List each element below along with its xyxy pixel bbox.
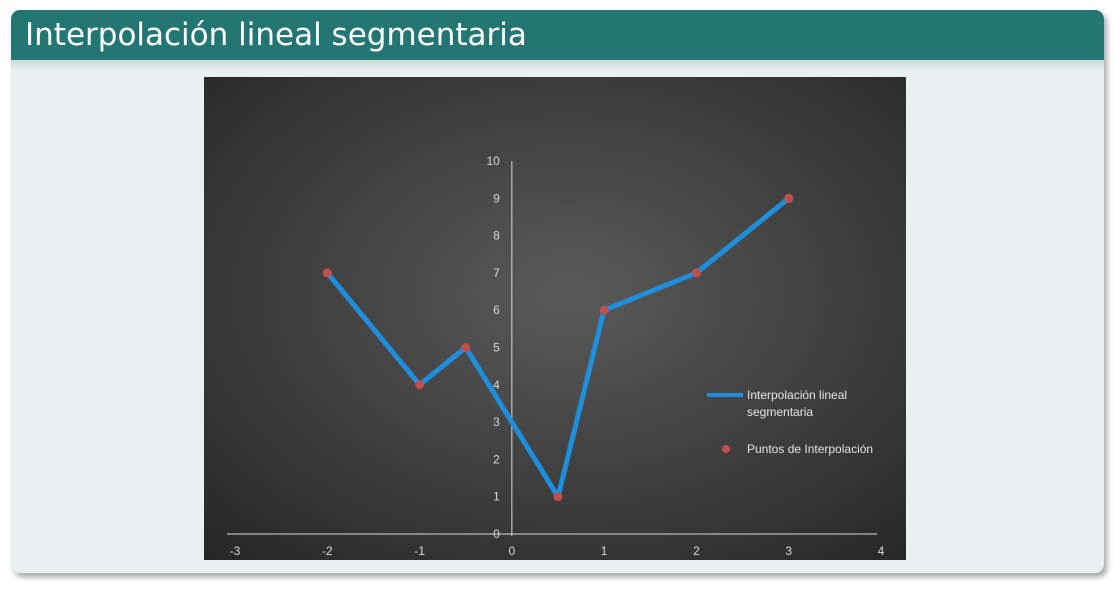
y-tick-label: 1 [493,490,500,504]
data-point [415,380,425,390]
header-shadow [11,60,1104,70]
chart-svg: -3 -2 -1 0 1 2 3 4 0 1 2 3 4 5 6 7 8 9 10 Interpolación li… [204,77,906,560]
data-point [461,343,471,352]
data-point [599,305,609,315]
data-point [691,268,701,278]
x-tick-label: 1 [601,544,608,558]
legend-point-swatch [722,445,730,453]
data-point [553,492,563,502]
y-tick-label: 7 [493,266,500,280]
y-tick-label: 9 [493,191,500,205]
y-tick-label: 10 [486,154,500,168]
chart-background [204,77,906,560]
y-tick-label: 3 [493,415,500,429]
x-tick-label: -3 [230,544,241,558]
chart-container: -3 -2 -1 0 1 2 3 4 0 1 2 3 4 5 6 7 8 9 10 Interpolación li… [204,77,906,560]
y-tick-label: 8 [493,229,500,243]
x-tick-label: 2 [693,544,700,558]
legend-label-line: Interpolación lineal segmentaria [747,388,847,419]
slide-frame: Interpolación lineal segmentaria -3 -2 -1 0… [11,10,1104,573]
slide-header: Interpolación lineal segmentaria [11,10,1104,60]
y-tick-label: 4 [493,378,500,392]
slide-title: Interpolación lineal segmentaria [25,17,527,53]
x-tick-label: -2 [322,544,333,558]
data-point [784,193,794,203]
x-tick-label: -1 [414,544,425,558]
y-tick-label: 6 [493,303,500,317]
x-tick-label: 4 [878,544,885,558]
y-tick-label: 5 [493,341,500,355]
legend-label-points: Puntos de Interpolación [747,442,873,456]
y-tick-label: 0 [493,527,500,541]
data-point [322,268,332,278]
y-tick-label: 2 [493,452,500,466]
x-tick-label: 3 [785,544,792,558]
x-tick-label: 0 [509,544,516,558]
